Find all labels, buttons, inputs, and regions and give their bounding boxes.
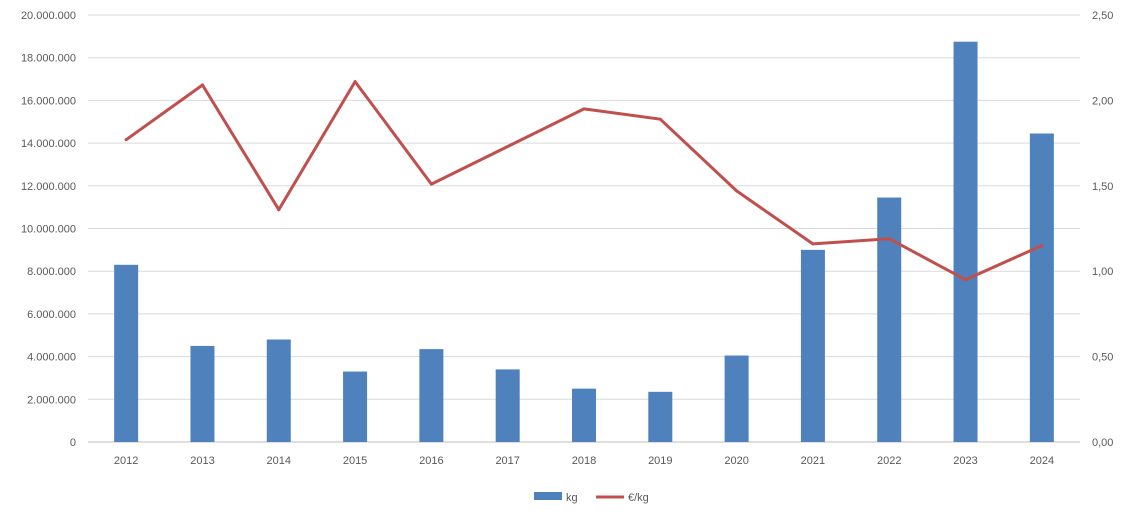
left-axis-tick-label: 20.000.000 (21, 10, 76, 22)
bar-2015 (343, 371, 368, 442)
line-point-2016 (429, 182, 433, 186)
bar-2020 (724, 355, 749, 442)
x-axis-tick-label: 2024 (1030, 455, 1054, 467)
bar-2019 (648, 391, 673, 442)
right-axis-tick-label: 2,50 (1092, 10, 1113, 22)
right-axis-tick-label: 0,00 (1092, 437, 1113, 449)
line-point-2023 (964, 278, 968, 282)
x-axis-tick-label: 2013 (190, 455, 214, 467)
right-axis-tick-label: 2,00 (1092, 95, 1113, 107)
x-axis-tick-labels: 2012 2013 2014 2015 2016 2017 2018 2019 2020 2021… (114, 455, 1054, 467)
legend-swatch-kg (534, 492, 562, 500)
line-point-2024 (1040, 244, 1044, 248)
x-axis-tick-label: 2023 (953, 455, 977, 467)
x-axis-tick-label: 2016 (419, 455, 443, 467)
bar-2021 (800, 249, 825, 442)
right-axis-tick-label: 1,50 (1092, 181, 1113, 193)
x-axis-tick-label: 2017 (495, 455, 519, 467)
legend: kg €/kg (534, 492, 649, 504)
left-axis-tick-label: 8.000.000 (27, 266, 76, 278)
gridlines (88, 14, 1080, 443)
bar-2013 (190, 345, 215, 442)
right-axis-tick-label: 0,50 (1092, 352, 1113, 364)
left-axis-tick-label: 10.000.000 (21, 224, 76, 236)
line-point-2013 (200, 83, 204, 87)
x-axis-tick-label: 2020 (724, 455, 748, 467)
line-point-2020 (735, 189, 739, 193)
x-axis-tick-label: 2022 (877, 455, 901, 467)
left-axis-tick-label: 6.000.000 (27, 309, 76, 321)
right-axis-tick-label: 1,00 (1092, 266, 1113, 278)
x-axis-tick-label: 2014 (267, 455, 291, 467)
left-axis-tick-label: 18.000.000 (21, 53, 76, 65)
line-point-2012 (124, 138, 128, 142)
legend-label-kg: kg (566, 492, 578, 504)
line-point-2017 (506, 145, 510, 149)
bar-2016 (419, 349, 444, 442)
line-point-2018 (582, 107, 586, 111)
bar-2024 (1029, 133, 1054, 442)
bar-2018 (572, 388, 596, 442)
left-axis-tick-label: 14.000.000 (21, 138, 76, 150)
bar-2022 (877, 197, 902, 442)
bar-2023 (953, 41, 978, 442)
line-point-2021 (811, 242, 815, 246)
left-axis-tick-label: 0 (70, 437, 76, 449)
bar-2014 (266, 339, 291, 442)
x-axis-tick-label: 2021 (801, 455, 825, 467)
left-axis-tick-label: 16.000.000 (21, 95, 76, 107)
line-point-2022 (887, 237, 891, 241)
left-axis-tick-labels: 0 2.000.000 4.000.000 6.000.000 8.000.000 10.… (21, 10, 76, 449)
x-axis-tick-label: 2012 (114, 455, 138, 467)
line-series-eur-per-kg (124, 80, 1044, 282)
bar-series-kg (114, 41, 1054, 442)
line-path (124, 80, 1044, 282)
bar-2012 (114, 264, 139, 442)
x-axis-tick-label: 2019 (648, 455, 672, 467)
right-axis-tick-labels: 0,00 0,50 1,00 1,50 2,00 2,50 (1092, 10, 1113, 449)
line-point-2014 (277, 208, 281, 212)
line-point-2015 (353, 80, 357, 84)
line-point-2019 (658, 117, 662, 121)
left-axis-tick-label: 4.000.000 (27, 352, 76, 364)
legend-label-eur-per-kg: €/kg (628, 492, 649, 504)
bar-2017 (495, 369, 520, 442)
x-axis-tick-label: 2015 (343, 455, 367, 467)
x-axis-tick-label: 2018 (572, 455, 596, 467)
left-axis-tick-label: 12.000.000 (21, 181, 76, 193)
left-axis-tick-label: 2.000.000 (27, 394, 76, 406)
